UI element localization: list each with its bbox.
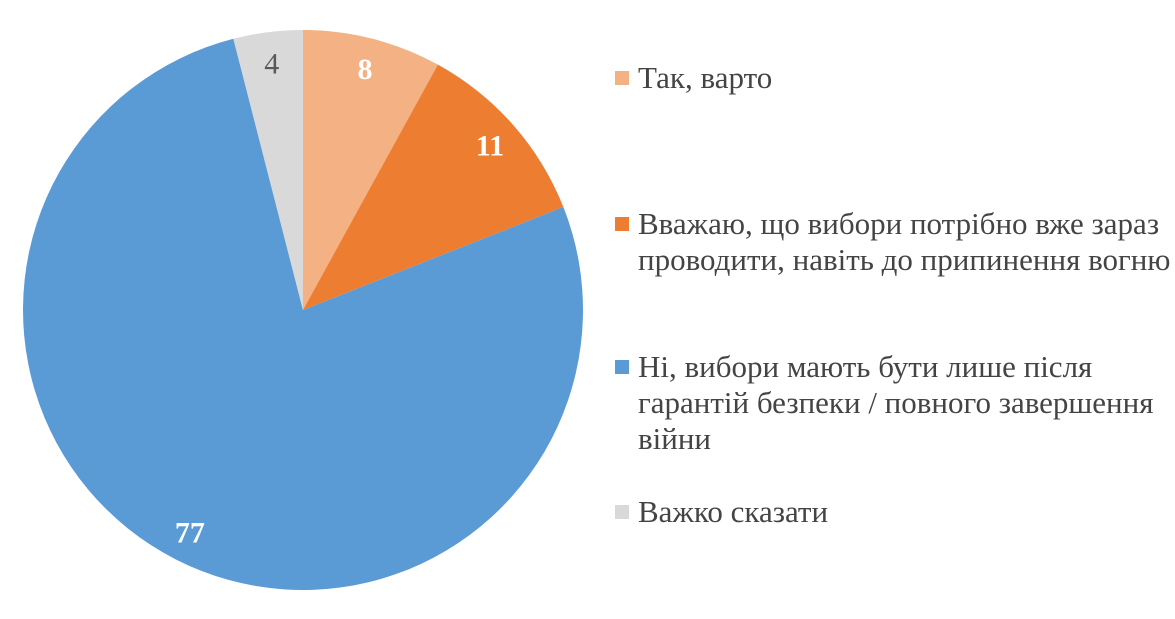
legend-label-vybory-zaraz: Вважаю, що вибори потрібно вже зараз про… [638, 206, 1171, 277]
pie-slice-4 [233, 30, 303, 310]
legend-item-tak-varto: Так, варто [615, 60, 1173, 96]
pie-value-label-77: 77 [175, 517, 205, 550]
legend-label-pislya-harantiy: Ні, вибори мають бути лише після гаранті… [638, 349, 1154, 456]
pie-slice-11 [303, 64, 564, 310]
legend-swatch-vybory-zaraz-icon [615, 217, 629, 231]
pie-slice-77 [23, 38, 584, 591]
legend-swatch-pislya-harantiy-icon [615, 360, 629, 374]
legend-label-tak-varto: Так, варто [638, 60, 773, 95]
legend-swatch-vazhko-skazaty-icon [615, 505, 629, 519]
legend-item-vybory-zaraz: Вважаю, що вибори потрібно вже зараз про… [615, 206, 1173, 278]
chart-legend: Так, варто Вважаю, що вибори потрібно вж… [615, 0, 1173, 619]
pie-value-label-11: 11 [476, 130, 504, 163]
legend-item-pislya-harantiy: Ні, вибори мають бути лише після гаранті… [615, 349, 1173, 457]
legend-label-vazhko-skazaty: Важко сказати [638, 494, 829, 529]
pie-slice-8 [303, 30, 438, 310]
pie-value-label-8: 8 [358, 53, 373, 86]
pie-value-label-4: 4 [264, 47, 279, 80]
legend-item-vazhko-skazaty: Важко сказати [615, 494, 1173, 530]
legend-swatch-tak-varto-icon [615, 71, 629, 85]
